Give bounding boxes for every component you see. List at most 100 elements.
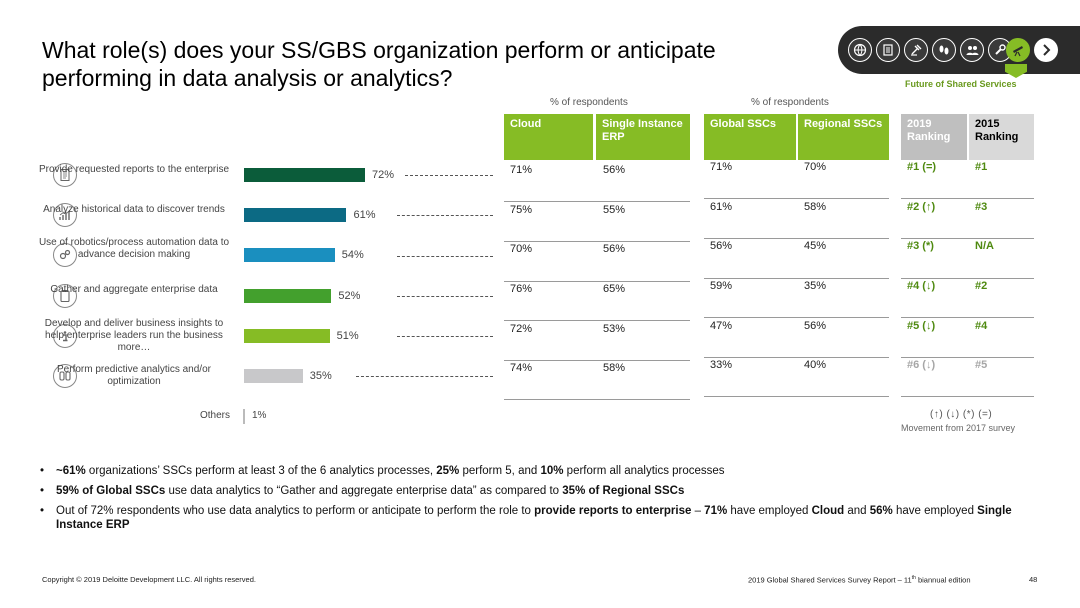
finding-segment: organizations’ SSCs perform at least 3 o… (85, 465, 437, 477)
row-divider (704, 396, 889, 397)
category-label-insights: Develop and deliver business insights to… (44, 318, 224, 353)
finding-segment: use data analytics to “Gather and aggreg… (165, 485, 563, 497)
section-nav (838, 26, 1080, 74)
info-insight-icon (53, 324, 77, 348)
finding-segment: 56% (869, 505, 893, 517)
row-divider (504, 281, 690, 282)
footsteps-icon[interactable] (932, 38, 956, 62)
cell-2019-ranking: #2 (↑) (907, 201, 936, 213)
header-regional-sscs: Regional SSCs (798, 114, 889, 160)
cell-cloud: 72% (510, 323, 533, 335)
row-divider (704, 278, 889, 279)
finding-1: ~61% organizations’ SSCs perform at leas… (40, 464, 1040, 478)
cell-global-ssc: 47% (710, 320, 733, 332)
category-label-robotics: Use of robotics/process automation data … (38, 237, 230, 260)
page-title: What role(s) does your SS/GBS organizati… (42, 37, 716, 91)
cell-2015-ranking: #3 (975, 201, 988, 213)
bar-value-predictive: 35% (309, 370, 332, 382)
bar-value-robotics: 54% (341, 249, 364, 261)
report-document-icon (53, 163, 77, 187)
telescope-icon[interactable] (1006, 38, 1030, 62)
clipboard-data-icon (53, 284, 77, 308)
cell-global-ssc: 59% (710, 280, 733, 292)
header-2019-ranking: 2019 Ranking (901, 114, 967, 160)
key-findings: ~61% organizations’ SSCs perform at leas… (40, 464, 1040, 538)
connector-line (397, 296, 493, 297)
bar-value-historical: 61% (353, 209, 376, 221)
clipboard-icon[interactable] (876, 38, 900, 62)
cell-2019-ranking: #4 (↓) (907, 280, 936, 292)
connector-line (356, 376, 493, 377)
row-divider (704, 198, 889, 199)
movement-legend-symbols: (↑) (↓) (*) (=) (930, 409, 993, 420)
cell-global-ssc: 71% (710, 161, 733, 173)
bar-insights (244, 329, 330, 343)
row-divider (901, 278, 1034, 279)
active-section-marker (1005, 64, 1027, 78)
bar-predictive (244, 369, 303, 383)
globe-icon[interactable] (848, 38, 872, 62)
header-2015-ranking: 2015 Ranking (969, 114, 1034, 160)
cell-cloud: 70% (510, 243, 533, 255)
finding-segment: – (691, 505, 705, 517)
predictive-binoculars-icon (53, 364, 77, 388)
cell-single-erp: 56% (603, 243, 626, 255)
bar-robotics (244, 248, 335, 262)
finding-segment: Single Instance ERP (56, 505, 1012, 531)
bar-others (243, 409, 245, 424)
cell-cloud: 74% (510, 362, 533, 374)
cell-2015-ranking: #4 (975, 320, 988, 332)
category-label-historical: Analyze historical data to discover tren… (43, 204, 225, 215)
connector-line (397, 256, 493, 257)
header-global-sscs: Global SSCs (704, 114, 796, 160)
finding-2-text: 59% of Global SSCs use data analytics to… (56, 485, 684, 497)
bar-value-gather: 52% (338, 290, 361, 302)
category-label-gather: Gather and aggregate enterprise data (50, 284, 218, 295)
cell-2015-ranking: N/A (975, 240, 994, 252)
header-cloud: Cloud (504, 114, 593, 160)
next-arrow-icon[interactable] (1034, 38, 1058, 62)
finding-segment: 35% of Regional SSCs (562, 485, 685, 497)
cell-global-ssc: 61% (710, 201, 733, 213)
users-icon[interactable] (960, 38, 984, 62)
cell-single-erp: 55% (603, 204, 626, 216)
report-title-suffix: biannual edition (915, 575, 971, 585)
header-single-instance-erp: Single Instance ERP (596, 114, 690, 160)
row-divider (901, 396, 1034, 397)
trend-chart-icon (53, 203, 77, 227)
cell-2015-ranking: #1 (975, 161, 988, 173)
finding-segment: have employed (727, 505, 812, 517)
cell-2019-ranking: #6 (↓) (907, 359, 936, 371)
cell-2019-ranking: #1 (=) (907, 161, 937, 173)
finding-segment: Cloud (811, 505, 845, 517)
row-divider (901, 357, 1034, 358)
connector-line (405, 175, 493, 176)
row-divider (504, 320, 690, 321)
row-divider (704, 238, 889, 239)
cell-2019-ranking: #5 (↓) (907, 320, 936, 332)
connector-line (397, 215, 493, 216)
cell-single-erp: 65% (603, 283, 626, 295)
finding-segment: 71% (704, 505, 728, 517)
bar-historical (244, 208, 347, 222)
finding-3: Out of 72% respondents who use data anal… (40, 504, 1040, 532)
finding-segment: 59% of Global SSCs (56, 485, 166, 497)
finding-segment: have employed (892, 505, 978, 517)
gavel-icon[interactable] (904, 38, 928, 62)
cell-cloud: 71% (510, 164, 533, 176)
robotics-gears-icon (53, 243, 77, 267)
finding-segment: perform 5, and (459, 465, 541, 477)
cell-single-erp: 56% (603, 164, 626, 176)
row-divider (704, 317, 889, 318)
cell-regional-ssc: 45% (804, 240, 827, 252)
cell-regional-ssc: 70% (804, 161, 827, 173)
row-divider (504, 360, 690, 361)
report-title-sup: th (911, 575, 916, 581)
row-divider (901, 238, 1034, 239)
page-number: 48 (1029, 575, 1038, 584)
cell-2015-ranking: #2 (975, 280, 988, 292)
cell-2019-ranking: #3 (*) (907, 240, 934, 252)
finding-3-text: Out of 72% respondents who use data anal… (56, 505, 1012, 531)
cell-regional-ssc: 56% (804, 320, 827, 332)
finding-segment: 25% (436, 465, 460, 477)
